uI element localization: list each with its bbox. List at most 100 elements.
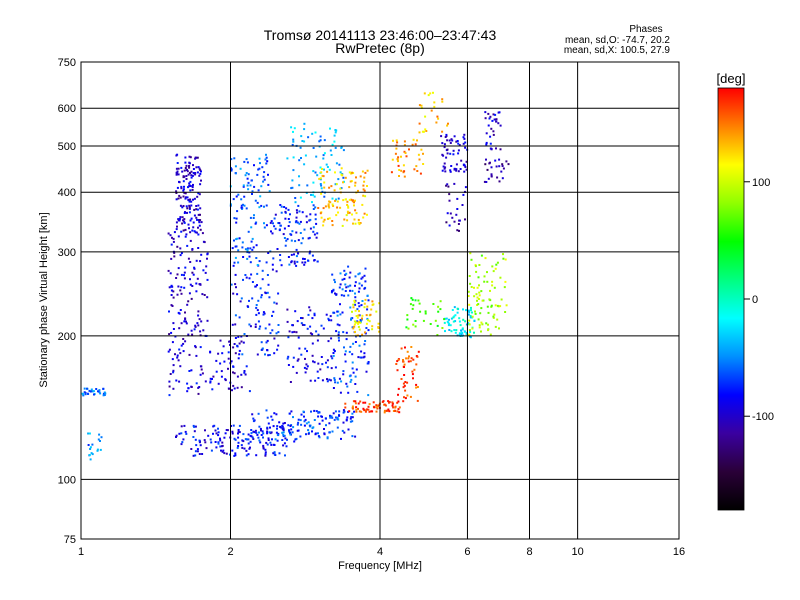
data-point [178, 327, 181, 330]
data-point [97, 390, 99, 393]
data-point [275, 431, 278, 434]
data-point [345, 338, 348, 341]
data-point [330, 367, 333, 370]
data-point [471, 315, 474, 318]
data-point [303, 366, 306, 369]
data-point [237, 335, 240, 338]
data-point [92, 390, 95, 393]
data-point [469, 252, 472, 255]
data-point [193, 267, 196, 270]
data-point [298, 184, 301, 187]
data-point [436, 334, 439, 336]
data-point [295, 209, 298, 212]
data-point [415, 363, 418, 366]
data-point [179, 309, 182, 311]
data-point [279, 204, 282, 206]
data-point [492, 130, 495, 133]
data-point [322, 154, 325, 157]
data-point [316, 339, 319, 342]
data-point [195, 382, 198, 385]
data-point [183, 320, 186, 323]
data-point [186, 207, 189, 210]
data-point [170, 331, 173, 334]
data-point [446, 139, 449, 142]
data-point [280, 211, 283, 214]
data-point [250, 435, 253, 438]
data-point [402, 382, 405, 385]
data-point [332, 354, 335, 357]
data-point [271, 268, 274, 271]
data-point [296, 429, 299, 432]
data-point [266, 160, 269, 163]
data-point [182, 438, 185, 441]
data-point [463, 170, 466, 173]
data-point [194, 438, 197, 441]
data-point [366, 213, 368, 216]
data-point [361, 333, 364, 336]
data-point [488, 117, 491, 120]
data-point [195, 290, 198, 293]
data-point [267, 183, 270, 186]
data-point [255, 454, 258, 457]
data-point [477, 303, 480, 306]
data-point [354, 341, 357, 343]
data-point [297, 336, 300, 339]
data-point [235, 221, 238, 224]
data-point [260, 341, 263, 344]
data-point [357, 290, 360, 293]
data-point [185, 205, 188, 208]
data-point [411, 373, 414, 376]
data-point [300, 135, 303, 138]
data-point [91, 390, 94, 393]
data-point [273, 444, 276, 446]
data-point [286, 320, 289, 323]
data-point [186, 168, 188, 171]
data-point [309, 332, 312, 335]
data-point [188, 353, 191, 356]
data-point [197, 247, 200, 249]
data-point [255, 431, 258, 434]
data-point [325, 424, 327, 427]
data-point [191, 229, 194, 232]
data-point [196, 450, 199, 453]
data-point [357, 189, 359, 192]
data-point [318, 422, 321, 425]
data-point [360, 284, 363, 287]
data-point [480, 307, 483, 310]
data-point [419, 172, 422, 175]
data-point [320, 171, 323, 174]
data-point [199, 444, 202, 447]
data-point [313, 314, 316, 317]
data-point [323, 181, 326, 184]
data-point [483, 275, 486, 278]
x-tick-label: 16 [673, 546, 685, 558]
data-point [252, 246, 255, 249]
data-point [309, 227, 312, 230]
data-point [296, 359, 299, 362]
data-point [489, 333, 492, 336]
data-point [292, 416, 294, 419]
data-point [461, 327, 464, 330]
data-point [257, 168, 260, 171]
data-point [451, 309, 454, 311]
data-point [188, 166, 191, 169]
data-point [437, 305, 440, 308]
data-point [275, 302, 278, 305]
data-point [342, 331, 345, 334]
data-point [359, 400, 362, 403]
data-point [288, 430, 291, 433]
data-point [320, 187, 323, 190]
data-point [323, 428, 325, 430]
data-point [486, 271, 488, 274]
data-point [475, 270, 478, 273]
data-point [433, 101, 436, 104]
data-point [444, 136, 447, 138]
data-point [456, 311, 459, 314]
data-point [217, 352, 220, 355]
data-point [269, 332, 272, 335]
data-point [331, 220, 334, 222]
data-point [180, 425, 183, 428]
data-point [296, 320, 299, 323]
data-point [366, 305, 369, 308]
data-point [321, 379, 324, 382]
